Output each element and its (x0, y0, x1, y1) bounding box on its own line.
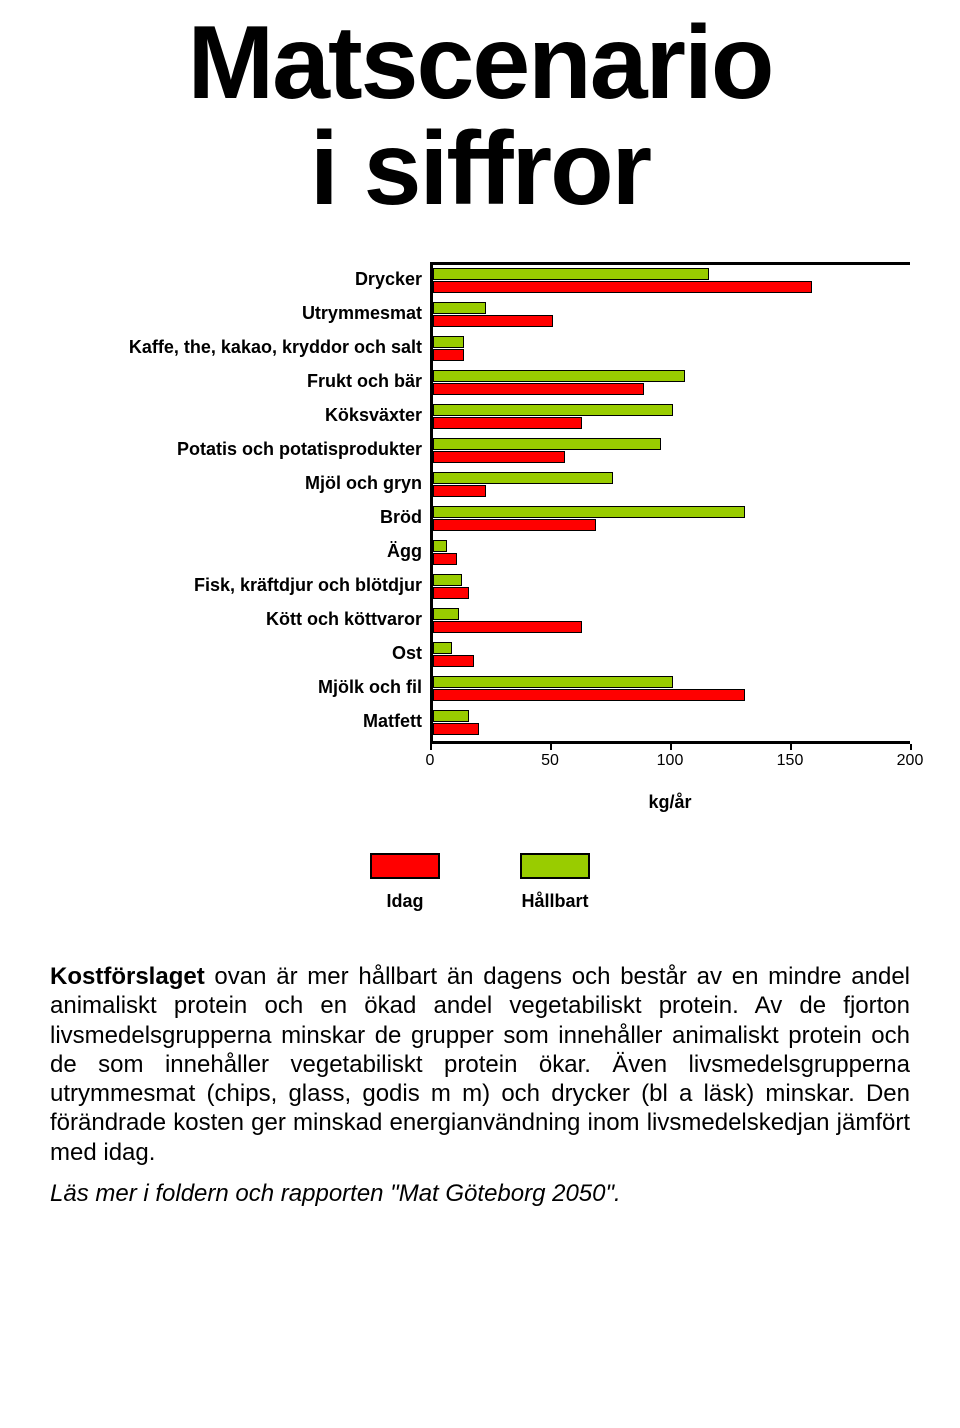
chart-bar-idag (433, 689, 745, 701)
chart-category-label: Potatis och potatisprodukter (50, 432, 422, 466)
chart-xtick (910, 744, 912, 750)
chart-legend: Idag Hållbart (50, 853, 910, 912)
chart-category-label: Matfett (50, 704, 422, 738)
chart-bar-hallbart (433, 268, 709, 280)
chart-category-label: Köksväxter (50, 398, 422, 432)
body-italic: Läs mer i foldern och rapporten "Mat Göt… (50, 1180, 621, 1207)
chart-xtick (790, 744, 792, 750)
chart-bar-idag (433, 349, 464, 361)
legend-item-hallbart: Hållbart (520, 853, 590, 912)
legend-item-idag: Idag (370, 853, 440, 912)
chart-xtick-label: 200 (897, 752, 924, 770)
legend-swatch (370, 853, 440, 879)
chart-category-label: Mjölk och fil (50, 670, 422, 704)
chart-bar-hallbart (433, 608, 459, 620)
chart-bar-group (433, 707, 910, 741)
chart-bar-hallbart (433, 574, 462, 586)
chart-category-label: Fisk, kräftdjur och blötdjur (50, 568, 422, 602)
chart-xtick (670, 744, 672, 750)
chart-category-labels: DryckerUtrymmesmatKaffe, the, kakao, kry… (50, 262, 430, 813)
chart-bar-hallbart (433, 302, 486, 314)
chart-xtick (430, 744, 432, 750)
title-line-2: i siffror (310, 111, 650, 227)
chart-bar-group (433, 571, 910, 605)
chart-bar-group (433, 265, 910, 299)
chart-bar-group (433, 333, 910, 367)
chart-bar-group (433, 605, 910, 639)
chart-xtick-label: 150 (777, 752, 804, 770)
chart-bar-idag (433, 553, 457, 565)
body-text: Kostförslaget ovan är mer hållbart än da… (50, 962, 910, 1208)
chart: DryckerUtrymmesmatKaffe, the, kakao, kry… (50, 262, 910, 813)
chart-xtick-label: 100 (657, 752, 684, 770)
chart-bar-group (433, 537, 910, 571)
chart-bar-idag (433, 281, 812, 293)
title-line-1: Matscenario (188, 5, 773, 121)
chart-bar-group (433, 299, 910, 333)
chart-bar-group (433, 503, 910, 537)
chart-bar-hallbart (433, 370, 685, 382)
body-paragraph-1: Kostförslaget ovan är mer hållbart än da… (50, 962, 910, 1167)
body-rest: ovan är mer hållbart än dagens och bestå… (50, 963, 910, 1166)
chart-x-axis: 050100150200 (430, 744, 910, 774)
chart-plot-inner (430, 262, 910, 744)
chart-bar-hallbart (433, 404, 673, 416)
legend-label: Idag (386, 891, 423, 912)
chart-bar-hallbart (433, 506, 745, 518)
chart-bar-hallbart (433, 472, 613, 484)
chart-category-label: Frukt och bär (50, 364, 422, 398)
chart-bar-idag (433, 587, 469, 599)
chart-bar-hallbart (433, 540, 447, 552)
chart-bar-hallbart (433, 336, 464, 348)
body-lead: Kostförslaget (50, 963, 205, 990)
chart-bar-idag (433, 485, 486, 497)
chart-bar-group (433, 639, 910, 673)
chart-bar-group (433, 673, 910, 707)
chart-category-label: Kött och köttvaror (50, 602, 422, 636)
chart-bar-group (433, 401, 910, 435)
page-title: Matscenario i siffror (50, 10, 910, 222)
chart-bar-group (433, 469, 910, 503)
chart-bar-group (433, 367, 910, 401)
chart-xtick-label: 50 (541, 752, 559, 770)
chart-bar-idag (433, 655, 474, 667)
chart-category-label: Utrymmesmat (50, 296, 422, 330)
chart-bar-idag (433, 315, 553, 327)
chart-category-label: Ägg (50, 534, 422, 568)
chart-bar-idag (433, 417, 582, 429)
chart-bar-idag (433, 383, 644, 395)
chart-bar-idag (433, 451, 565, 463)
chart-category-label: Ost (50, 636, 422, 670)
chart-category-label: Mjöl och gryn (50, 466, 422, 500)
body-paragraph-2: Läs mer i foldern och rapporten "Mat Göt… (50, 1179, 910, 1208)
chart-category-label: Drycker (50, 262, 422, 296)
chart-category-label: Bröd (50, 500, 422, 534)
chart-xtick-label: 0 (426, 752, 435, 770)
chart-bar-hallbart (433, 710, 469, 722)
chart-category-label: Kaffe, the, kakao, kryddor och salt (50, 330, 422, 364)
chart-plot: 050100150200 kg/år (430, 262, 910, 813)
chart-xtick (550, 744, 552, 750)
chart-bar-hallbart (433, 676, 673, 688)
chart-bar-hallbart (433, 438, 661, 450)
chart-bar-group (433, 435, 910, 469)
chart-bar-hallbart (433, 642, 452, 654)
chart-bar-idag (433, 621, 582, 633)
chart-x-unit: kg/år (430, 792, 910, 813)
chart-bar-idag (433, 519, 596, 531)
legend-label: Hållbart (521, 891, 588, 912)
legend-swatch (520, 853, 590, 879)
chart-bar-idag (433, 723, 479, 735)
